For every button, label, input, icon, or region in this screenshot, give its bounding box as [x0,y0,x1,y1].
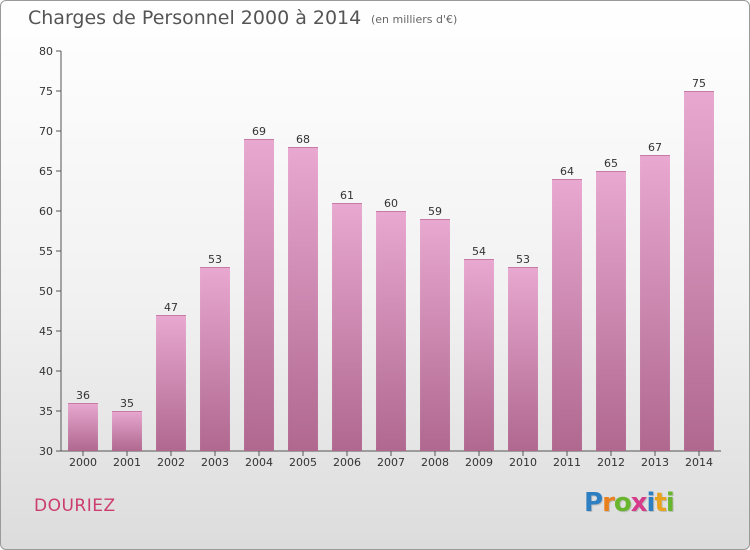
x-tick-label: 2014 [685,456,713,469]
x-tick-label: 2006 [333,456,361,469]
y-tick-label: 55 [39,245,53,258]
y-axis: 30 35 40 45 50 55 60 65 70 75 80 [39,45,62,458]
bars [68,91,714,451]
bar [332,203,362,451]
bar [596,171,626,451]
data-label: 61 [340,189,354,202]
data-label: 47 [164,301,178,314]
x-tick-label: 2011 [553,456,581,469]
bar [112,411,142,451]
bar [508,267,538,451]
x-tick-label: 2009 [465,456,493,469]
logo-letter: i [646,488,656,518]
y-tick-label: 70 [39,125,53,138]
y-tick-label: 40 [39,365,53,378]
y-tick-label: 80 [39,45,53,58]
bar [552,179,582,451]
commune-name: DOURIEZ [34,496,116,516]
data-label: 36 [76,389,90,402]
bar [200,267,230,451]
x-tick-label: 2010 [509,456,537,469]
data-label: 54 [472,245,486,258]
bar [68,403,98,451]
data-label: 65 [604,157,618,170]
data-label: 35 [120,397,134,410]
logo-letter: r [602,488,615,518]
x-tick-label: 2007 [377,456,405,469]
y-tick-label: 35 [39,405,53,418]
bar [420,219,450,451]
y-tick-label: 60 [39,205,53,218]
y-tick-label: 30 [39,445,53,458]
logo-letter: o [613,488,632,518]
x-axis: 2000 2001 2002 2003 2004 2005 2006 2007 2008 2009… [61,450,721,469]
bar [244,139,274,451]
x-tick-label: 2002 [157,456,185,469]
bar [640,155,670,451]
chart-subtitle: (en milliers d'€) [371,13,458,26]
x-tick-label: 2008 [421,456,449,469]
data-label: 75 [692,77,706,90]
data-label: 59 [428,205,442,218]
bar [288,147,318,451]
data-label: 60 [384,197,398,210]
x-tick-label: 2004 [245,456,273,469]
bar [156,315,186,451]
data-label: 69 [252,125,266,138]
y-tick-label: 50 [39,285,53,298]
chart-title: Charges de Personnel 2000 à 2014 [28,7,362,29]
logo-letter: P [584,488,603,518]
y-tick-label: 65 [39,165,53,178]
y-tick-label: 75 [39,85,53,98]
x-tick-label: 2012 [597,456,625,469]
x-tick-label: 2003 [201,456,229,469]
x-tick-label: 2000 [69,456,97,469]
logo-letter: i [665,488,675,518]
bar [376,211,406,451]
data-label: 64 [560,165,574,178]
y-tick-label: 45 [39,325,53,338]
x-tick-label: 2001 [113,456,141,469]
data-label: 68 [296,133,310,146]
bar [464,259,494,451]
logo-letter: x [630,488,648,518]
bar [684,91,714,451]
proxiti-logo[interactable]: Proxiti [584,488,675,518]
logo-letter: t [654,488,666,518]
data-labels: 36 35 47 53 69 68 61 60 59 54 53 64 65 67 75 [76,77,706,410]
data-label: 53 [516,253,530,266]
x-tick-label: 2013 [641,456,669,469]
data-label: 67 [648,141,662,154]
x-tick-label: 2005 [289,456,317,469]
data-label: 53 [208,253,222,266]
